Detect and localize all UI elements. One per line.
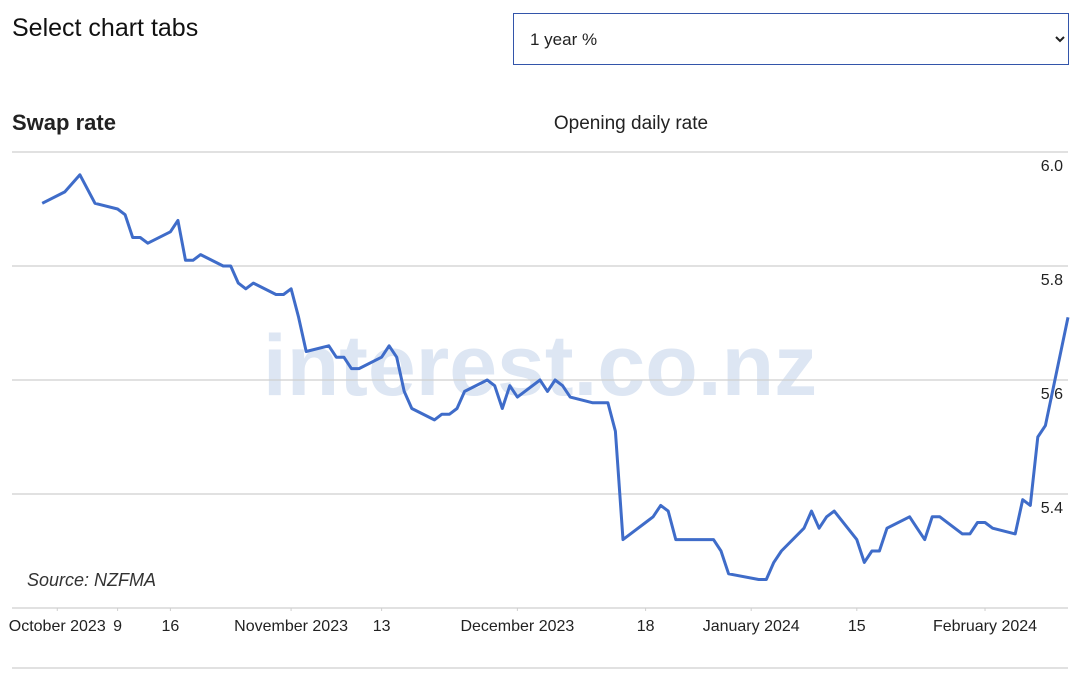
x-tick-label: October 2023 — [9, 618, 106, 635]
x-tick-label: January 2024 — [703, 618, 800, 635]
y-tick-label: 5.4 — [1041, 500, 1063, 517]
y-tick-label: 5.8 — [1041, 272, 1063, 289]
watermark: interest.co.nz — [263, 318, 817, 414]
x-tick-label: 9 — [113, 618, 122, 635]
line-series — [41, 173, 1070, 581]
x-tick-label: 15 — [848, 618, 866, 635]
x-tick-label: 16 — [162, 618, 180, 635]
x-tick-label: 18 — [637, 618, 655, 635]
x-tick-label: February 2024 — [933, 618, 1037, 635]
x-tick-label: November 2023 — [234, 618, 348, 635]
x-tick-label: 13 — [373, 618, 391, 635]
y-tick-label: 6.0 — [1041, 158, 1063, 175]
source: Source: NZFMA — [27, 570, 156, 590]
x-tick-label: December 2023 — [460, 618, 574, 635]
chart-selector[interactable]: 1 year % — [513, 13, 1069, 65]
chart-subtitle: Opening daily rate — [554, 113, 708, 134]
header-title: Select chart tabs — [12, 14, 199, 42]
chart-title: Swap rate — [12, 110, 116, 135]
